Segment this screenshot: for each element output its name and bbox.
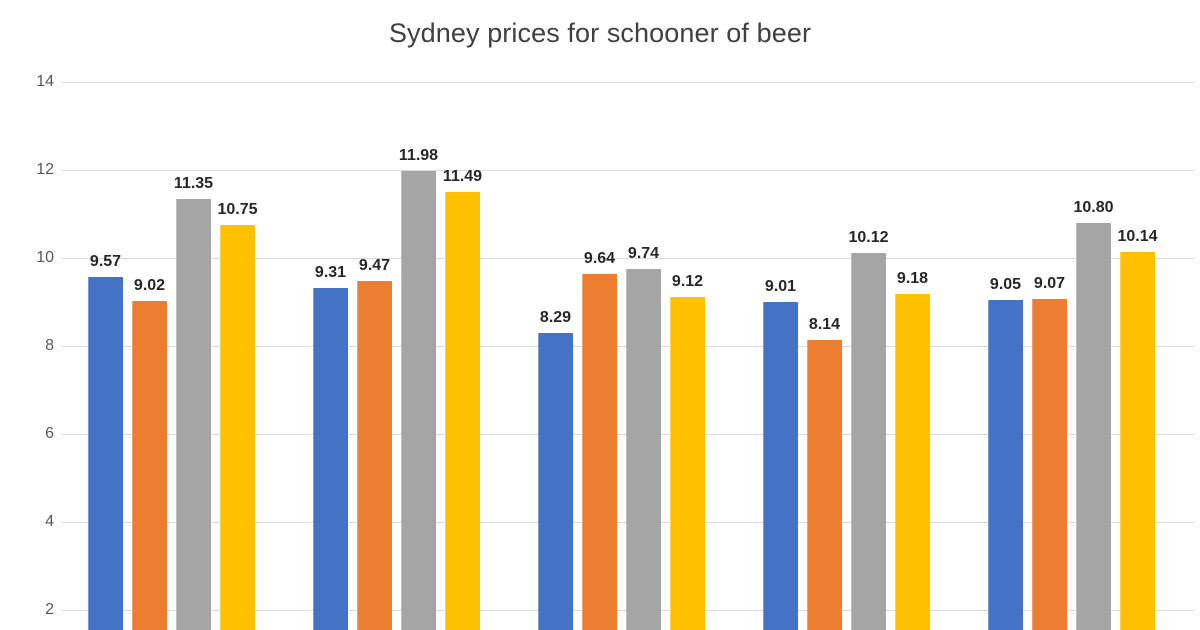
bar [1076,222,1111,630]
bar-value-label: 10.14 [1117,227,1158,245]
gridline [62,258,1194,259]
y-axis-tick-label: 14 [36,73,54,90]
bar-value-label: 11.98 [398,146,439,164]
bar [851,252,886,630]
bar-value-label: 9.01 [764,277,797,295]
bar [988,299,1023,630]
bar [176,198,211,630]
bar-value-label: 10.75 [217,201,258,218]
bar-value-label: 10.80 [1073,198,1114,216]
bar-value-label: 8.14 [808,315,841,333]
bar-value-label: 9.64 [583,249,616,267]
bar-value-label: 10.12 [848,228,889,246]
gridline [62,82,1194,83]
y-axis-tick-label: 4 [45,513,54,530]
bar [582,273,617,630]
bar-value-label: 9.47 [358,257,391,275]
bar-value-label: 9.02 [133,277,166,295]
bar-value-label: 9.57 [89,252,122,270]
bar [313,288,348,630]
bar-value-label: 9.07 [1033,274,1066,292]
bar [1032,298,1067,630]
bar [670,296,705,630]
bar [220,225,255,630]
y-axis-tick-label: 10 [36,249,54,266]
bar-value-label: 11.35 [173,174,214,192]
bar [807,339,842,630]
bar [538,333,573,630]
chart-title: Sydney prices for schooner of beer [388,18,812,48]
y-axis-tick-label: 12 [36,161,54,178]
bar [357,281,392,630]
bar-value-label: 8.29 [539,309,572,327]
bar [445,192,480,630]
bar [1120,251,1155,630]
bar-value-label: 9.18 [896,270,929,288]
bar [763,301,798,630]
y-axis-tick-label: 8 [45,337,54,354]
bar-value-label: 9.05 [989,275,1022,293]
bar-value-label: 9.12 [671,272,704,290]
y-axis-tick-label: 6 [45,425,54,442]
bar-value-label: 9.74 [627,245,660,263]
bar [895,294,930,630]
y-axis-tick-label: 2 [45,601,54,618]
gridline [62,170,1194,171]
bar [401,170,436,630]
bar [88,276,123,630]
bar-value-label: 11.49 [442,168,483,186]
bar [132,301,167,630]
bar-value-label: 9.31 [314,264,347,282]
bar [626,269,661,630]
